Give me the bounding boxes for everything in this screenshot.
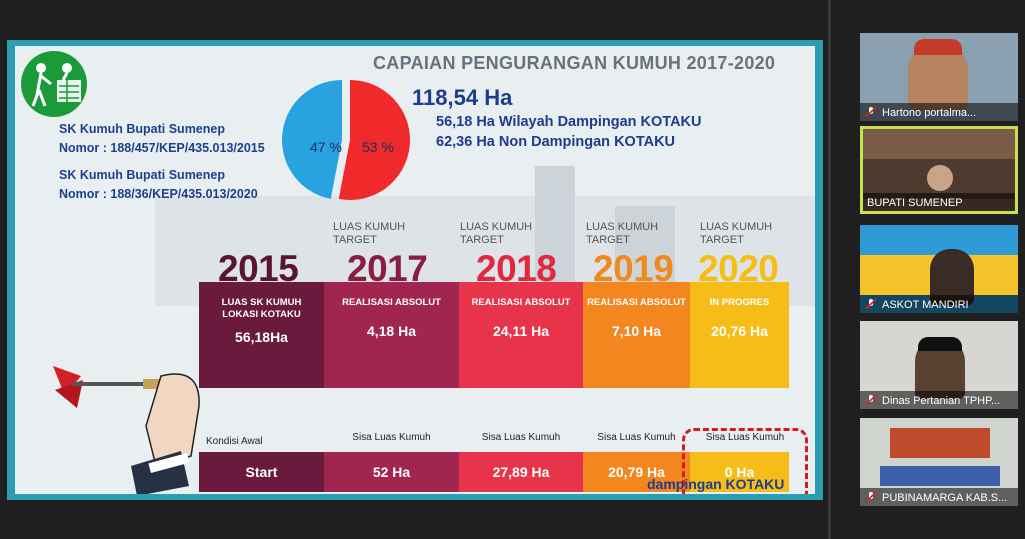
participant-cap [914, 39, 962, 55]
sisa-label-2017: Sisa Luas Kumuh [352, 432, 431, 443]
participant-tile-1[interactable]: Hartono portalma... [860, 33, 1018, 121]
muted-mic-icon [865, 394, 877, 406]
participant-name-4: Dinas Pertanian TPHP... [882, 395, 1001, 407]
name-bar [860, 488, 1018, 506]
participant-face [927, 165, 953, 191]
sisa-label-2020: Sisa Luas Kumuh [705, 432, 785, 443]
sk-title-1: SK Kumuh Bupati Sumenep [59, 122, 225, 136]
name-bar [860, 295, 1018, 313]
panel-divider[interactable] [828, 0, 831, 539]
target-label-2019: LUAS KUMUH TARGET [586, 221, 659, 246]
pie-slice-left [282, 80, 342, 199]
bottom-2020: 0 Ha [690, 452, 789, 492]
participant-name-5: PUBINAMARGA KAB.S... [882, 492, 1008, 504]
year-2019: 2019 [593, 248, 674, 289]
participant-cap [918, 337, 962, 351]
kotaku-area-line: 56,18 Ha Wilayah Dampingan KOTAKU [436, 114, 702, 130]
muted-mic-icon [865, 298, 877, 310]
cell-2018-value: 24,11 Ha [492, 323, 550, 339]
kotaku-logo-icon [21, 51, 87, 117]
cell-2018: REALISASI ABSOLUT 24,11 Ha [459, 282, 583, 388]
name-bar [860, 103, 1018, 121]
target-label-2018: LUAS KUMUH TARGET [460, 221, 533, 246]
bottom-2017: 52 Ha [324, 452, 459, 492]
bottom-start: Start [199, 452, 324, 492]
cell-2019-label: REALISASI ABSOLUT [587, 297, 686, 308]
cell-2015-value: 56,18Ha [235, 329, 288, 345]
sisa-label-2019: Sisa Luas Kumuh [597, 432, 676, 443]
participant-name-3: ASKOT MANDIRI [882, 299, 969, 311]
dart-hand-icon [53, 366, 200, 494]
sisa-label-2018: Sisa Luas Kumuh [481, 432, 561, 443]
muted-mic-icon [865, 106, 877, 118]
participant-name-2: BUPATI SUMENEP [867, 197, 963, 209]
participant-tile-2[interactable]: BUPATI SUMENEP [860, 126, 1018, 214]
participant-tile-3[interactable]: ASKOT MANDIRI [860, 225, 1018, 313]
cell-2017: REALISASI ABSOLUT 4,18 Ha [324, 282, 459, 388]
participant-tile-4[interactable]: Dinas Pertanian TPHP... [860, 321, 1018, 409]
sk-number-1: Nomor : 188/457/KEP/435.013/2015 [59, 141, 265, 155]
target-label-2020: LUAS KUMUH TARGET [700, 221, 773, 246]
non-kotaku-area-line: 62,36 Ha Non Dampingan KOTAKU [436, 134, 676, 150]
bottom-2019: 20,79 Ha [583, 452, 690, 492]
participant-name-1: Hartono portalma... [882, 107, 977, 119]
name-bar [860, 391, 1018, 409]
target-label-2017: LUAS KUMUH TARGET [333, 221, 406, 246]
cell-2017-value: 4,18 Ha [366, 323, 417, 339]
cell-2017-label: REALISASI ABSOLUT [342, 297, 441, 308]
cell-2018-label: REALISASI ABSOLUT [471, 297, 571, 308]
cell-2020-value: 20,76 Ha [711, 323, 768, 339]
muted-mic-icon [865, 491, 877, 503]
total-area: 118,54 Ha [412, 85, 513, 110]
participant-banner [890, 428, 990, 458]
year-2017: 2017 [347, 248, 428, 289]
sk-title-2: SK Kumuh Bupati Sumenep [59, 168, 225, 182]
year-2015: 2015 [218, 248, 299, 289]
kondisi-awal-label: Kondisi Awal [206, 436, 263, 447]
year-2018: 2018 [476, 248, 557, 289]
sk-number-2: Nomor : 188/36/KEP/435.013/2020 [59, 187, 258, 201]
cell-2015-label: LUAS SK KUMUH LOKASI KOTAKU [221, 297, 302, 320]
shared-screen: CAPAIAN PENGURANGAN KUMUH 2017-2020 SK K… [7, 40, 823, 500]
presentation-slide: CAPAIAN PENGURANGAN KUMUH 2017-2020 SK K… [15, 46, 815, 494]
participant-table [880, 466, 1000, 486]
cell-2019-value: 7,10 Ha [611, 323, 662, 339]
name-bar [863, 193, 1015, 211]
brand-text: dampingan KOTAKU [647, 476, 785, 492]
pie-right-label: 53 % [362, 139, 394, 155]
pie-slices [282, 80, 410, 200]
cell-2015: LUAS SK KUMUH LOKASI KOTAKU 56,18Ha [199, 282, 324, 388]
slide-title: CAPAIAN PENGURANGAN KUMUH 2017-2020 [373, 53, 776, 73]
pie-slice-right [338, 80, 410, 200]
cell-2019: REALISASI ABSOLUT 7,10 Ha [583, 282, 690, 388]
area-pie-chart: 47 % 53 % [282, 80, 410, 200]
cell-2020-label: IN PROGRES [709, 297, 770, 308]
cell-2020: IN PROGRES 20,76 Ha [690, 282, 789, 388]
year-2020: 2020 [698, 248, 779, 289]
pie-left-label: 47 % [310, 139, 342, 155]
participant-tile-5[interactable]: PUBINAMARGA KAB.S... [860, 418, 1018, 506]
highlight-dashed-box [682, 428, 808, 494]
bottom-2018: 27,89 Ha [459, 452, 583, 492]
